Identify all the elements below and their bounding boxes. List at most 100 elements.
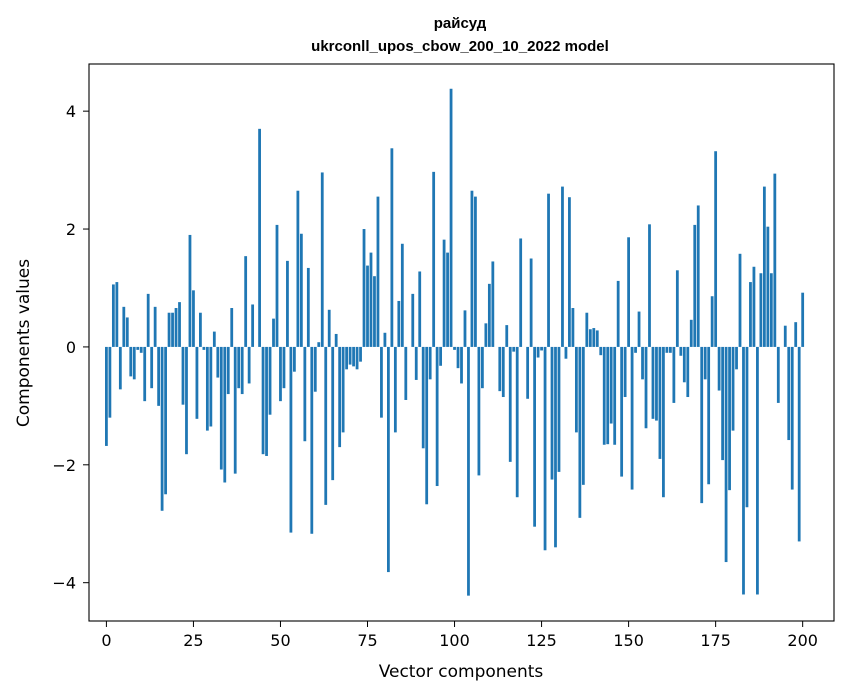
bar (209, 346, 213, 427)
bar (609, 346, 613, 424)
bar (265, 346, 268, 456)
bar (115, 282, 119, 347)
bar (564, 346, 568, 359)
bar (801, 292, 805, 347)
bar (139, 346, 143, 353)
bar (199, 312, 202, 347)
bar (714, 151, 718, 347)
bar (195, 346, 199, 419)
bar (481, 346, 484, 389)
bar (439, 346, 443, 366)
bar (474, 196, 477, 347)
bar (129, 346, 133, 377)
bar (689, 319, 693, 347)
bar (310, 346, 314, 534)
chart-title: райсуд (434, 15, 487, 32)
bar (306, 267, 310, 347)
bar (463, 310, 467, 347)
bar (606, 346, 610, 445)
bar (696, 205, 700, 347)
bar (261, 346, 265, 455)
bar (693, 224, 697, 347)
bar (752, 266, 756, 347)
bar (373, 276, 376, 347)
bar (668, 346, 672, 353)
bar (616, 280, 620, 347)
bar (515, 346, 519, 498)
bar (331, 346, 335, 481)
bar (759, 273, 763, 347)
bar (738, 253, 742, 347)
bar (226, 346, 230, 395)
bar (393, 346, 397, 433)
bar (418, 271, 422, 347)
bar (348, 346, 352, 365)
bar (662, 346, 665, 498)
bar (529, 258, 533, 347)
bar (171, 312, 174, 347)
bar (153, 306, 157, 347)
bar (105, 346, 108, 446)
bar (613, 346, 617, 445)
bar (717, 346, 721, 391)
y-tick-label: 2 (66, 220, 76, 239)
bar (324, 346, 328, 505)
bar (703, 346, 707, 380)
bar (185, 346, 188, 455)
bar (501, 346, 505, 398)
bar (286, 260, 289, 347)
bar (334, 333, 338, 347)
bar (568, 197, 571, 347)
bar (508, 346, 512, 462)
bar (630, 346, 634, 490)
bar (160, 346, 164, 511)
bar (167, 312, 171, 347)
bar (634, 346, 637, 353)
bar (658, 346, 662, 459)
bar (341, 346, 345, 433)
bar (581, 346, 585, 485)
bar (233, 346, 237, 474)
bar (435, 346, 439, 487)
bar (665, 346, 669, 353)
bar (282, 346, 286, 389)
bar (411, 293, 415, 347)
bar (268, 346, 272, 415)
bar (247, 346, 251, 384)
bar (641, 346, 644, 380)
plot-frame (88, 63, 835, 622)
bar (769, 273, 773, 347)
bar (146, 293, 150, 347)
bar (272, 318, 275, 347)
bar (519, 238, 523, 347)
bar (442, 239, 446, 347)
bar (543, 346, 547, 551)
bar (317, 342, 321, 347)
bar (467, 346, 470, 596)
bar (588, 329, 592, 347)
bar (174, 308, 178, 347)
bar (592, 328, 596, 347)
bar (505, 325, 509, 347)
y-axis-label: Components values (14, 259, 34, 427)
bar (794, 322, 798, 347)
bar (366, 265, 369, 347)
x-tick-label: 200 (787, 631, 818, 650)
x-tick-label: 50 (270, 631, 290, 650)
y-axis-ticks: −4 −2 0 2 4 (52, 102, 89, 593)
bar (178, 302, 181, 347)
bar (125, 317, 129, 347)
bar (387, 346, 390, 573)
bar (773, 173, 777, 347)
bar (320, 172, 324, 347)
bar (449, 88, 453, 347)
bar (644, 346, 648, 429)
bar (728, 346, 731, 491)
y-tick-label: −4 (52, 574, 76, 593)
bar (345, 346, 349, 370)
bar (790, 346, 794, 490)
bar (735, 346, 738, 370)
bar (512, 346, 516, 352)
bar (762, 186, 766, 347)
bar (359, 346, 362, 362)
